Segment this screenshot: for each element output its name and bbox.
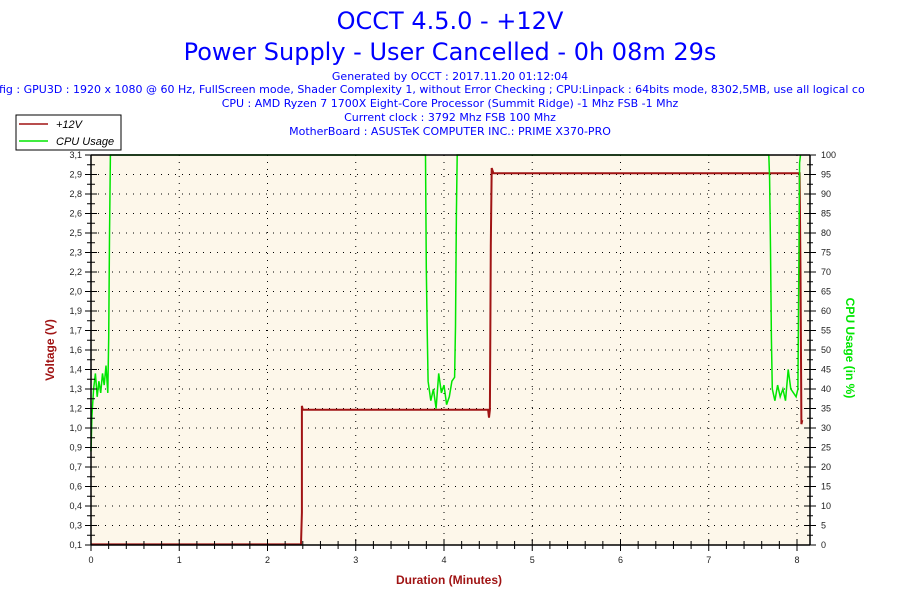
legend-label-12v: +12V [56, 119, 84, 131]
y-tick-label: 2,6 [69, 209, 82, 219]
y-tick-label: 1,2 [69, 404, 82, 414]
y2-tick-label: 10 [821, 501, 831, 511]
x-tick-label: 3 [353, 555, 358, 565]
y-tick-label: 1,6 [69, 345, 82, 355]
y-tick-label: 0,3 [69, 521, 82, 531]
y-axis-label: Voltage (V) [43, 319, 57, 381]
x-tick-label: 1 [177, 555, 182, 565]
cpu-info: CPU : AMD Ryzen 7 1700X Eight-Core Proce… [222, 97, 679, 110]
y2-tick-label: 100 [821, 150, 836, 160]
y2-tick-label: 85 [821, 209, 831, 219]
y2-tick-label: 30 [821, 423, 831, 433]
y2-tick-label: 65 [821, 287, 831, 297]
plot-area [91, 155, 810, 545]
x-axis-label: Duration (Minutes) [396, 573, 502, 587]
y-tick-label: 2,0 [69, 287, 82, 297]
y2-tick-label: 25 [821, 443, 831, 453]
y-tick-label: 1,4 [69, 365, 82, 375]
clock-info: Current clock : 3792 Mhz FSB 100 Mhz [344, 111, 556, 124]
x-tick-label: 2 [265, 555, 270, 565]
y2-tick-label: 60 [821, 306, 831, 316]
legend-label-cpu-usage: CPU Usage [56, 136, 114, 148]
y2-tick-label: 55 [821, 326, 831, 336]
x-tick-label: 7 [706, 555, 711, 565]
series-line-12v [91, 167, 804, 546]
y2-axis-label: CPU Usage (in %) [843, 298, 857, 399]
x-tick-label: 8 [794, 555, 799, 565]
config-info: fig : GPU3D : 1920 x 1080 @ 60 Hz, FullS… [0, 83, 865, 96]
series-line-cpu-usage [90, 154, 802, 452]
y2-tick-label: 0 [821, 540, 826, 550]
y2-tick-label: 75 [821, 248, 831, 258]
chart-subtitle: Power Supply - User Cancelled - 0h 08m 2… [184, 38, 717, 66]
x-tick-label: 0 [88, 555, 93, 565]
y-tick-label: 2,5 [69, 228, 82, 238]
y-tick-label: 2,8 [69, 189, 82, 199]
chart-title: OCCT 4.5.0 - +12V [337, 7, 564, 35]
y2-tick-label: 80 [821, 228, 831, 238]
x-tick-label: 5 [530, 555, 535, 565]
y2-tick-label: 20 [821, 462, 831, 472]
y-tick-label: 1,7 [69, 326, 82, 336]
y-tick-label: 0,7 [69, 462, 82, 472]
generated-info: Generated by OCCT : 2017.11.20 01:12:04 [332, 70, 568, 83]
grid [91, 155, 810, 545]
x-tick-label: 6 [618, 555, 623, 565]
y-tick-label: 1,9 [69, 306, 82, 316]
y-tick-label: 0,6 [69, 482, 82, 492]
x-tick-label: 4 [441, 555, 446, 565]
y-tick-label: 1,3 [69, 384, 82, 394]
y-tick-label: 2,9 [69, 170, 82, 180]
series-layer [90, 154, 804, 546]
y2-tick-label: 40 [821, 384, 831, 394]
axes: 0,1 0,3 0,4 0,6 0,7 0,9 1,0 1,2 1,3 1,4 1,6 1,7 1,9 2… [69, 150, 836, 565]
y-tick-label: 1,0 [69, 423, 82, 433]
y2-tick-label: 50 [821, 345, 831, 355]
y-tick-label: 0,4 [69, 501, 82, 511]
y-tick-label: 3,1 [69, 150, 82, 160]
y-tick-label: 2,3 [69, 248, 82, 258]
y2-tick-label: 35 [821, 404, 831, 414]
y2-tick-label: 70 [821, 267, 831, 277]
y-tick-label: 0,9 [69, 443, 82, 453]
y2-tick-label: 5 [821, 521, 826, 531]
y2-tick-label: 15 [821, 482, 831, 492]
y2-tick-label: 90 [821, 189, 831, 199]
y2-tick-label: 45 [821, 365, 831, 375]
y-tick-label: 2,2 [69, 267, 82, 277]
legend: +12V CPU Usage [15, 114, 122, 151]
y-tick-label: 0,1 [69, 540, 82, 550]
motherboard-info: MotherBoard : ASUSTeK COMPUTER INC.: PRI… [289, 125, 611, 138]
y2-tick-label: 95 [821, 170, 831, 180]
